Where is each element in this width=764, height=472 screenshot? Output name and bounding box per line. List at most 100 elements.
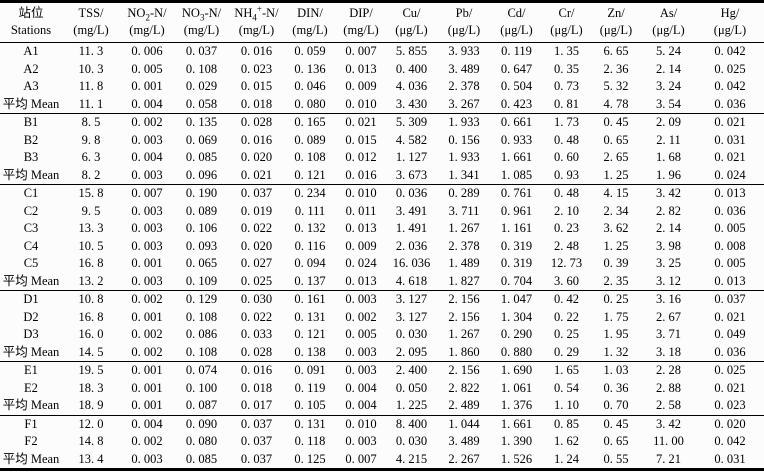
value-cell: 19. 5 [78,363,104,377]
value-cell: 3. 489 [448,61,480,76]
value-cell: 0. 002 [131,115,163,129]
value-cell: 0. 60 [554,150,579,164]
value-cell: 0. 003 [131,451,163,466]
value-cell: 3. 25 [656,256,681,270]
value-cell: 0. 021 [714,150,746,164]
column-unit: (mg/L) [73,23,109,37]
value-cell: 0. 021 [714,309,746,324]
value-cell: 0. 085 [185,451,218,466]
value-cell: 0. 023 [240,61,273,76]
station-row: A1 11. 3 0. 006 0. 037 0. 016 0. 059 0. 007 5. … [0,43,764,61]
value-cell: 0. 661 [500,115,533,129]
value-cell: 0. 058 [174,95,229,114]
column-unit: (μg/L) [447,23,481,37]
value-cell: 0. 108 [174,343,229,362]
value-cell: 2. 095 [386,343,437,362]
value-cell: 0. 25 [554,327,579,341]
value-cell: 8. 5 [81,115,101,129]
column-symbol: DIN/ [297,6,323,20]
value-cell: 0. 030 [395,327,428,341]
column-unit: Stations [10,23,52,37]
value-cell: 2. 156 [448,309,480,324]
value-cell: 0. 81 [542,95,591,114]
value-cell: 0. 004 [345,380,377,395]
value-cell: 3. 12 [641,272,696,291]
value-cell: 0. 45 [603,115,629,129]
value-cell: 1. 489 [448,256,480,270]
value-cell: 2. 14 [656,61,681,76]
value-cell: 5. 309 [395,115,428,129]
station-cell: B1 [23,115,39,129]
value-cell: 3. 24 [656,79,681,93]
value-cell: 18. 9 [62,397,120,416]
value-cell: 1. 047 [500,292,533,306]
value-cell: 0. 007 [345,44,377,58]
value-cell: 2. 58 [641,397,696,416]
value-cell: 0. 016 [240,363,273,377]
value-cell: 0. 093 [185,238,218,253]
value-cell: 0. 119 [501,44,532,58]
value-cell: 1. 24 [554,451,579,466]
value-cell: 1. 62 [554,434,579,448]
value-cell: 0. 001 [131,380,163,395]
value-cell: 5. 32 [603,79,629,93]
column-header-10: Cr/ (μg/L) [542,1,591,43]
value-cell: 4. 618 [386,272,437,291]
value-cell: 0. 003 [120,166,174,185]
value-cell: 0. 016 [240,44,273,58]
station-cell: 平均 Mean [2,451,60,466]
value-cell: 0. 069 [185,132,218,147]
value-cell: 0. 015 [345,132,377,147]
station-row: F2 14. 8 0. 002 0. 080 0. 037 0. 118 0. 003 0. … [0,433,764,451]
value-cell: 0. 033 [240,327,273,341]
value-cell: 11. 1 [62,95,120,114]
value-cell: 11. 3 [78,44,104,58]
value-cell: 0. 024 [696,166,764,185]
value-cell: 0. 094 [294,256,326,270]
value-cell: 0. 002 [120,343,174,362]
value-cell: 11. 8 [78,79,104,93]
table-header: 站位 Stations TSS/(mg/L) NO2-N/(mg/L) NO3-N/(m… [0,1,764,43]
column-unit: (μg/L) [599,23,633,37]
column-symbol: DIP/ [349,6,373,20]
value-cell: 0. 036 [395,186,428,200]
value-cell: 0. 025 [714,363,746,377]
value-cell: 2. 34 [603,203,629,218]
value-cell: 0. 42 [554,292,579,306]
value-cell: 1. 827 [437,272,491,291]
value-cell: 3. 673 [386,166,437,185]
value-cell: 2. 036 [395,238,428,253]
station-cell: C5 [23,256,39,270]
value-cell: 0. 013 [336,272,386,291]
value-cell: 0. 089 [185,203,218,218]
value-cell: 0. 018 [229,95,284,114]
value-cell: 0. 23 [554,221,579,235]
value-cell: 15. 8 [78,186,104,200]
column-header-11: Zn/ (μg/L) [591,1,641,43]
column-header-2: NO2-N/(mg/L) [120,1,174,43]
value-cell: 0. 091 [294,363,326,377]
value-cell: 2. 67 [656,309,681,324]
station-cell: 平均 Mean [0,272,62,291]
value-cell: 8. 400 [395,416,428,431]
value-cell: 0. 046 [294,79,326,93]
value-cell: 2. 267 [448,451,480,466]
value-cell: 3. 42 [656,186,681,200]
value-cell: 10. 5 [78,238,104,253]
value-cell: 0. 028 [240,115,273,129]
column-symbol: Cr/ [558,6,575,20]
value-cell: 0. 125 [294,451,326,466]
value-cell: 1. 860 [437,343,491,362]
value-cell: 9. 8 [81,132,101,147]
value-cell: 0. 086 [185,327,218,341]
station-row: D3 16. 0 0. 002 0. 086 0. 033 0. 121 0. 005 0. … [0,326,764,344]
value-cell: 0. 108 [294,150,326,164]
table-body: A1 11. 3 0. 006 0. 037 0. 016 0. 059 0. 007 5. … [0,43,764,470]
station-row: A3 11. 8 0. 001 0. 029 0. 015 0. 046 0. 009 4. … [0,78,764,96]
station-row: C5 16. 8 0. 001 0. 065 0. 027 0. 094 0. 024 16.… [0,255,764,273]
value-cell: 1. 690 [500,363,533,377]
value-cell: 0. 087 [174,397,229,416]
value-cell: 0. 003 [345,434,377,448]
value-cell: 0. 116 [294,238,326,253]
